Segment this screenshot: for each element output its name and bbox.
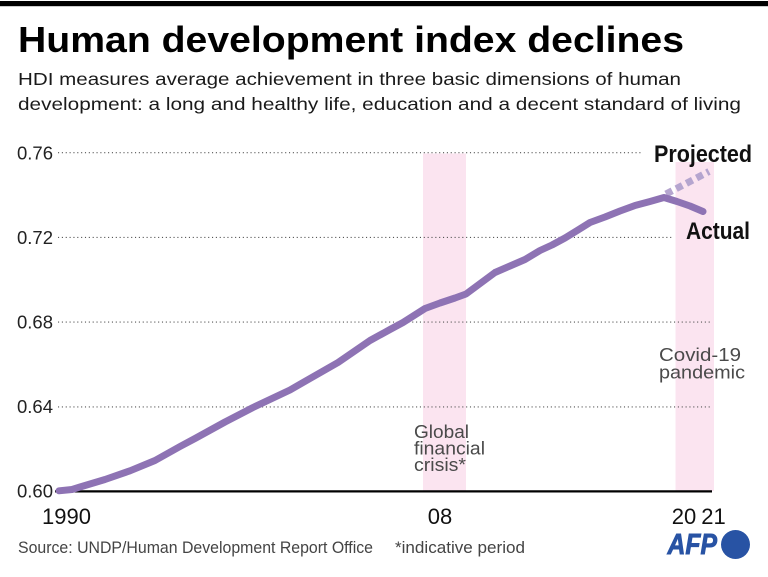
svg-text:AFP: AFP: [667, 529, 718, 561]
svg-text:financial: financial: [414, 439, 485, 459]
svg-text:Projected: Projected: [654, 141, 752, 168]
svg-text:1990: 1990: [42, 504, 91, 529]
svg-text:HDI measures average achieveme: HDI measures average achievement in thre…: [18, 69, 681, 89]
svg-text:Source: UNDP/Human Development: Source: UNDP/Human Development Report Of…: [18, 538, 373, 557]
svg-text:crisis*: crisis*: [414, 455, 466, 475]
svg-text:08: 08: [428, 504, 452, 529]
svg-text:*indicative period: *indicative period: [395, 538, 525, 557]
svg-text:0.72: 0.72: [17, 227, 53, 248]
svg-text:pandemic: pandemic: [659, 363, 745, 383]
svg-text:0.60: 0.60: [17, 481, 53, 502]
svg-text:21: 21: [701, 504, 725, 529]
svg-text:Covid-19: Covid-19: [659, 345, 741, 365]
svg-text:Human development index declin: Human development index declines: [18, 19, 684, 60]
svg-text:0.76: 0.76: [17, 143, 53, 164]
svg-text:Global: Global: [414, 422, 469, 442]
svg-text:0.68: 0.68: [17, 312, 53, 333]
svg-text:development: a long and health: development: a long and healthy life, ed…: [18, 94, 741, 114]
svg-text:20: 20: [672, 504, 696, 529]
svg-text:Actual: Actual: [686, 218, 750, 245]
svg-text:0.64: 0.64: [17, 396, 53, 417]
